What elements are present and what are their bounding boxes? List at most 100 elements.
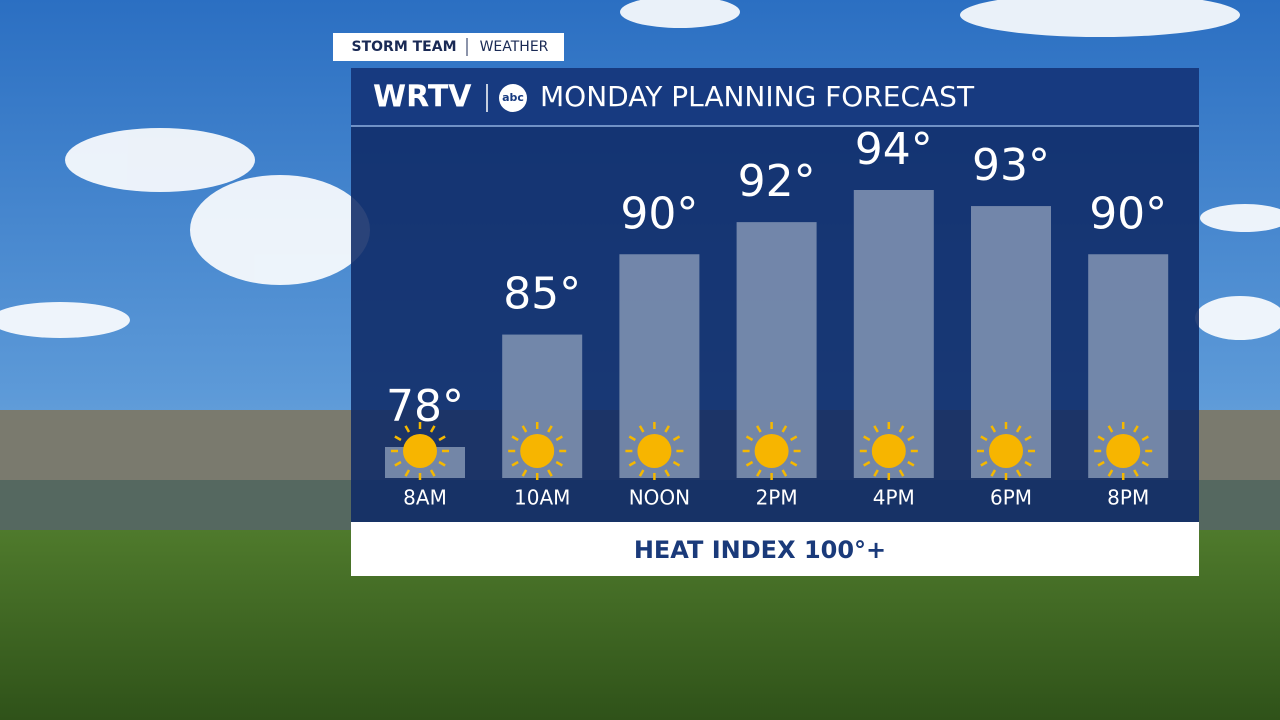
footer-text: HEAT INDEX 100°+ [634,536,886,564]
sun-ray [664,425,670,433]
sun-ray [555,460,563,467]
sun-ray [863,460,871,467]
sun-ray [745,435,754,442]
sun-ray [745,460,754,467]
sun-ray [1024,435,1032,442]
sun-ray [638,425,645,433]
sun-ray [628,435,636,442]
x-tick-label: 10AM [514,486,570,510]
sun-ray [1097,460,1105,467]
value-label: 85° [503,269,581,320]
sun-ray [781,469,788,477]
sun-ray [980,460,988,467]
sun-ray [756,469,762,477]
sun-ray [429,469,436,477]
x-tick-label: 4PM [873,486,915,510]
sun-ray [511,435,519,442]
sun-ray [547,425,553,433]
sun-icon [742,422,801,480]
sun-ray [1024,460,1032,467]
x-tick-label: 8AM [403,486,447,510]
sun-disc [1106,434,1141,468]
sun-ray [1133,425,1139,433]
sun-ray [672,460,681,467]
sun-ray [980,435,988,442]
sun-ray [790,435,798,442]
bars: 78° 8AM 85° 10AM 90° NOON 92° 2PM 94° 4PM 93° 6PM 90… [385,124,1169,510]
sun-disc [637,434,672,468]
value-label: 93° [972,140,1050,191]
x-tick-label: 8PM [1107,486,1149,510]
sun-ray [907,460,915,467]
value-label: 92° [738,156,816,207]
network: abc [502,91,524,104]
sun-icon [1094,422,1153,480]
sun-icon [977,422,1035,480]
bar [971,206,1051,478]
sun-ray [1015,469,1022,477]
sun-ray [863,435,871,442]
station: WRTV [373,80,472,115]
tab-right: WEATHER [480,39,549,55]
x-tick-label: 2PM [756,486,798,510]
sun-ray [1133,469,1139,477]
sun-ray [1097,435,1105,442]
sun-ray [790,460,798,467]
clouds [0,0,1280,340]
value-label: 78° [386,381,464,432]
sun-ray [555,435,563,442]
sun-ray [511,460,519,467]
x-tick-label: 6PM [990,486,1032,510]
sun-ray [1015,425,1022,433]
sun-ray [1107,425,1114,433]
sun-ray [404,469,411,477]
panel-header [351,68,1199,126]
sun-ray [1107,469,1114,477]
chart-title: MONDAY PLANNING FORECAST [540,80,975,113]
x-tick-label: NOON [629,486,690,510]
sun-ray [1141,435,1149,442]
logo-circle [499,84,527,112]
sun-ray [990,469,997,477]
sun-ray [438,435,446,442]
value-label: 90° [620,188,698,239]
value-label: 94° [855,124,933,175]
bar [853,190,934,478]
sun-ray [990,425,997,433]
sun-ray [521,425,528,433]
value-label: 90° [1089,188,1167,239]
sun-icon [625,422,684,480]
sun-icon [508,422,567,480]
sun-disc [871,434,906,468]
sun-ray [394,460,402,467]
sun-disc [754,434,789,468]
sun-ray [429,425,436,433]
sun-ray [898,425,905,433]
sun-ray [521,469,528,477]
tab-left: STORM TEAM [352,39,457,55]
sun-ray [898,469,905,477]
sun-ray [394,435,402,442]
sun-ray [672,435,681,442]
sun-ray [873,425,879,433]
sun-ray [1141,460,1149,467]
sun-ray [547,469,553,477]
sun-ray [781,425,788,433]
sun-ray [638,469,645,477]
sun-ray [438,460,446,467]
footer-bar [351,522,1199,576]
sun-disc [989,434,1023,468]
sun-ray [907,435,915,442]
sun-icon [859,422,918,480]
sun-ray [404,425,411,433]
sun-icon [391,422,449,480]
sun-disc [520,434,555,468]
sun-ray [873,469,879,477]
sun-ray [628,460,636,467]
tab [333,33,564,61]
sun-disc [403,434,437,468]
sun-ray [756,425,762,433]
sun-ray [664,469,670,477]
